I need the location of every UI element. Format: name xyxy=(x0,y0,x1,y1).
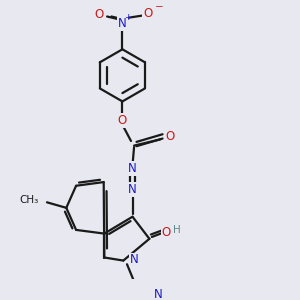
Text: O: O xyxy=(118,114,127,127)
Text: H: H xyxy=(173,225,181,235)
Text: O: O xyxy=(94,8,104,20)
Text: O: O xyxy=(165,130,175,142)
Text: N: N xyxy=(154,288,163,300)
Text: N: N xyxy=(118,17,127,30)
Text: N: N xyxy=(128,183,137,196)
Text: N: N xyxy=(128,162,137,175)
Text: −: − xyxy=(155,2,164,12)
Text: O: O xyxy=(143,7,152,20)
Text: O: O xyxy=(162,226,171,238)
Text: +: + xyxy=(124,13,132,22)
Text: CH₃: CH₃ xyxy=(20,196,39,206)
Text: N: N xyxy=(130,254,139,266)
